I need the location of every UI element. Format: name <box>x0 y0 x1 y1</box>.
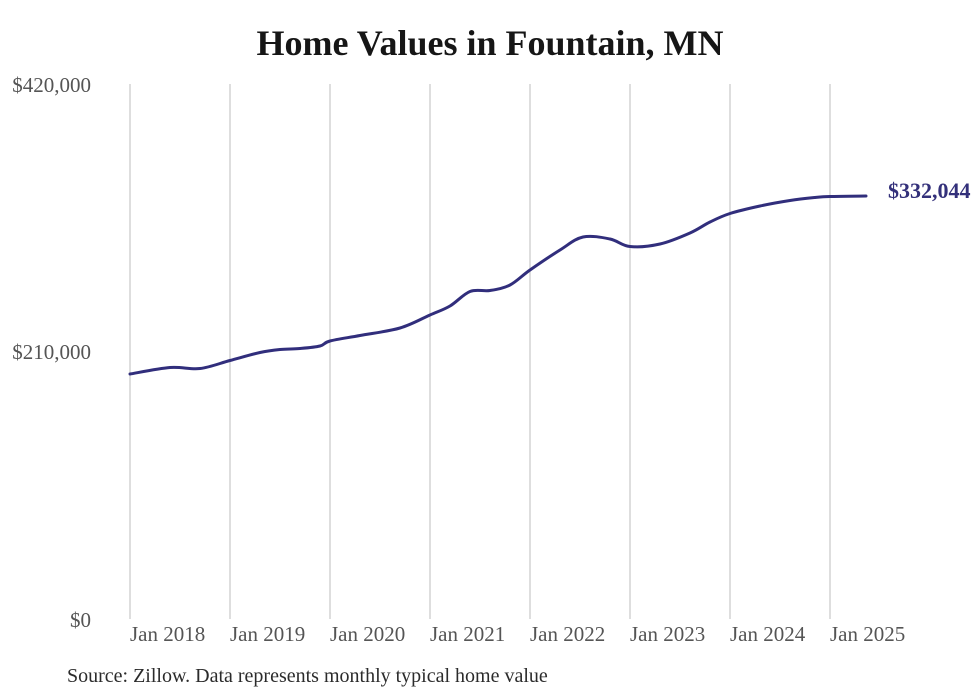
svg-text:Jan 2025: Jan 2025 <box>830 622 905 646</box>
svg-text:Jan 2021: Jan 2021 <box>430 622 505 646</box>
svg-text:$0: $0 <box>70 608 91 632</box>
svg-text:$420,000: $420,000 <box>12 73 91 97</box>
svg-text:Jan 2018: Jan 2018 <box>130 622 205 646</box>
svg-text:$210,000: $210,000 <box>12 340 91 364</box>
svg-text:Jan 2022: Jan 2022 <box>530 622 605 646</box>
svg-text:Jan 2020: Jan 2020 <box>330 622 405 646</box>
svg-text:Jan 2023: Jan 2023 <box>630 622 705 646</box>
svg-text:Jan 2019: Jan 2019 <box>230 622 305 646</box>
svg-text:$332,044: $332,044 <box>888 178 971 203</box>
svg-text:Jan 2024: Jan 2024 <box>730 622 806 646</box>
